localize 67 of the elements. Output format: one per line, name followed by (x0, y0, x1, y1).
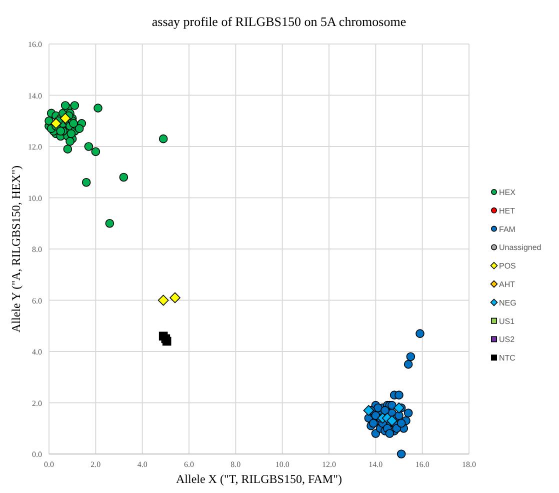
point (404, 408, 413, 418)
point (158, 134, 168, 144)
point (158, 294, 169, 306)
y-tick-label: 6.0 (32, 296, 42, 306)
point (91, 147, 100, 156)
x-tick-label: 8.0 (230, 460, 241, 469)
point (60, 101, 70, 110)
x-tick-label: 6.0 (184, 460, 194, 469)
legend-label: AHT (499, 280, 516, 289)
point (66, 129, 76, 138)
point (84, 142, 94, 151)
point (60, 112, 71, 124)
point (162, 336, 172, 346)
point (404, 360, 413, 369)
x-tick-label: 4.0 (137, 460, 148, 469)
point (416, 329, 424, 338)
legend-label: NTC (499, 354, 516, 363)
point (94, 104, 102, 112)
legend-label: US1 (499, 316, 516, 326)
point (406, 352, 416, 362)
x-axis-title: Allele X ("T, RILGBS150, FAM") (176, 472, 342, 486)
y-tick-label: 4.0 (32, 348, 42, 356)
point (394, 411, 404, 420)
point (119, 172, 128, 182)
x-tick-label: 10.0 (275, 460, 290, 469)
point (385, 429, 394, 438)
legend-label: POS (499, 262, 516, 271)
legend-label: NEG (499, 298, 516, 308)
x-tick-label: 2.0 (90, 460, 101, 469)
y-tick-label: 2.0 (32, 398, 42, 408)
y-tick-label: 16.0 (28, 40, 42, 49)
point (50, 118, 62, 129)
point (82, 178, 91, 187)
chart-title: assay profile of RILGBS150 on 5A chromosome (152, 14, 406, 29)
legend-label: US2 (499, 335, 516, 344)
point (388, 400, 396, 410)
legend-label: HET (499, 206, 516, 216)
point (70, 101, 80, 110)
point (105, 218, 114, 228)
legend-label: HEX (499, 188, 516, 197)
y-tick-label: 0.0 (32, 450, 42, 459)
point (396, 418, 406, 428)
legend-label: Unassigned (499, 243, 542, 252)
point (74, 124, 84, 133)
x-tick-label: 14.0 (368, 460, 383, 469)
point (368, 418, 378, 428)
y-axis-title: Allele Y ("A, RILGBS150, HEX") (9, 166, 23, 332)
x-tick-label: 16.0 (415, 460, 430, 469)
y-tick-label: 12.0 (28, 142, 42, 152)
point (44, 116, 54, 126)
point (394, 402, 404, 414)
point (396, 450, 406, 458)
point (394, 390, 404, 400)
x-tick-label: 0.0 (44, 460, 54, 469)
legend-label: FAM (499, 224, 516, 234)
point (170, 292, 180, 304)
point (386, 415, 398, 426)
point (363, 405, 374, 416)
x-tick-label: 18.0 (462, 460, 476, 469)
point (56, 126, 66, 136)
y-tick-label: 8.0 (32, 245, 42, 254)
point (63, 144, 72, 154)
y-tick-label: 10.0 (28, 194, 42, 203)
point (380, 406, 390, 415)
x-tick-label: 12.0 (322, 460, 336, 469)
point (66, 136, 74, 146)
y-tick-label: 14.0 (28, 91, 42, 100)
